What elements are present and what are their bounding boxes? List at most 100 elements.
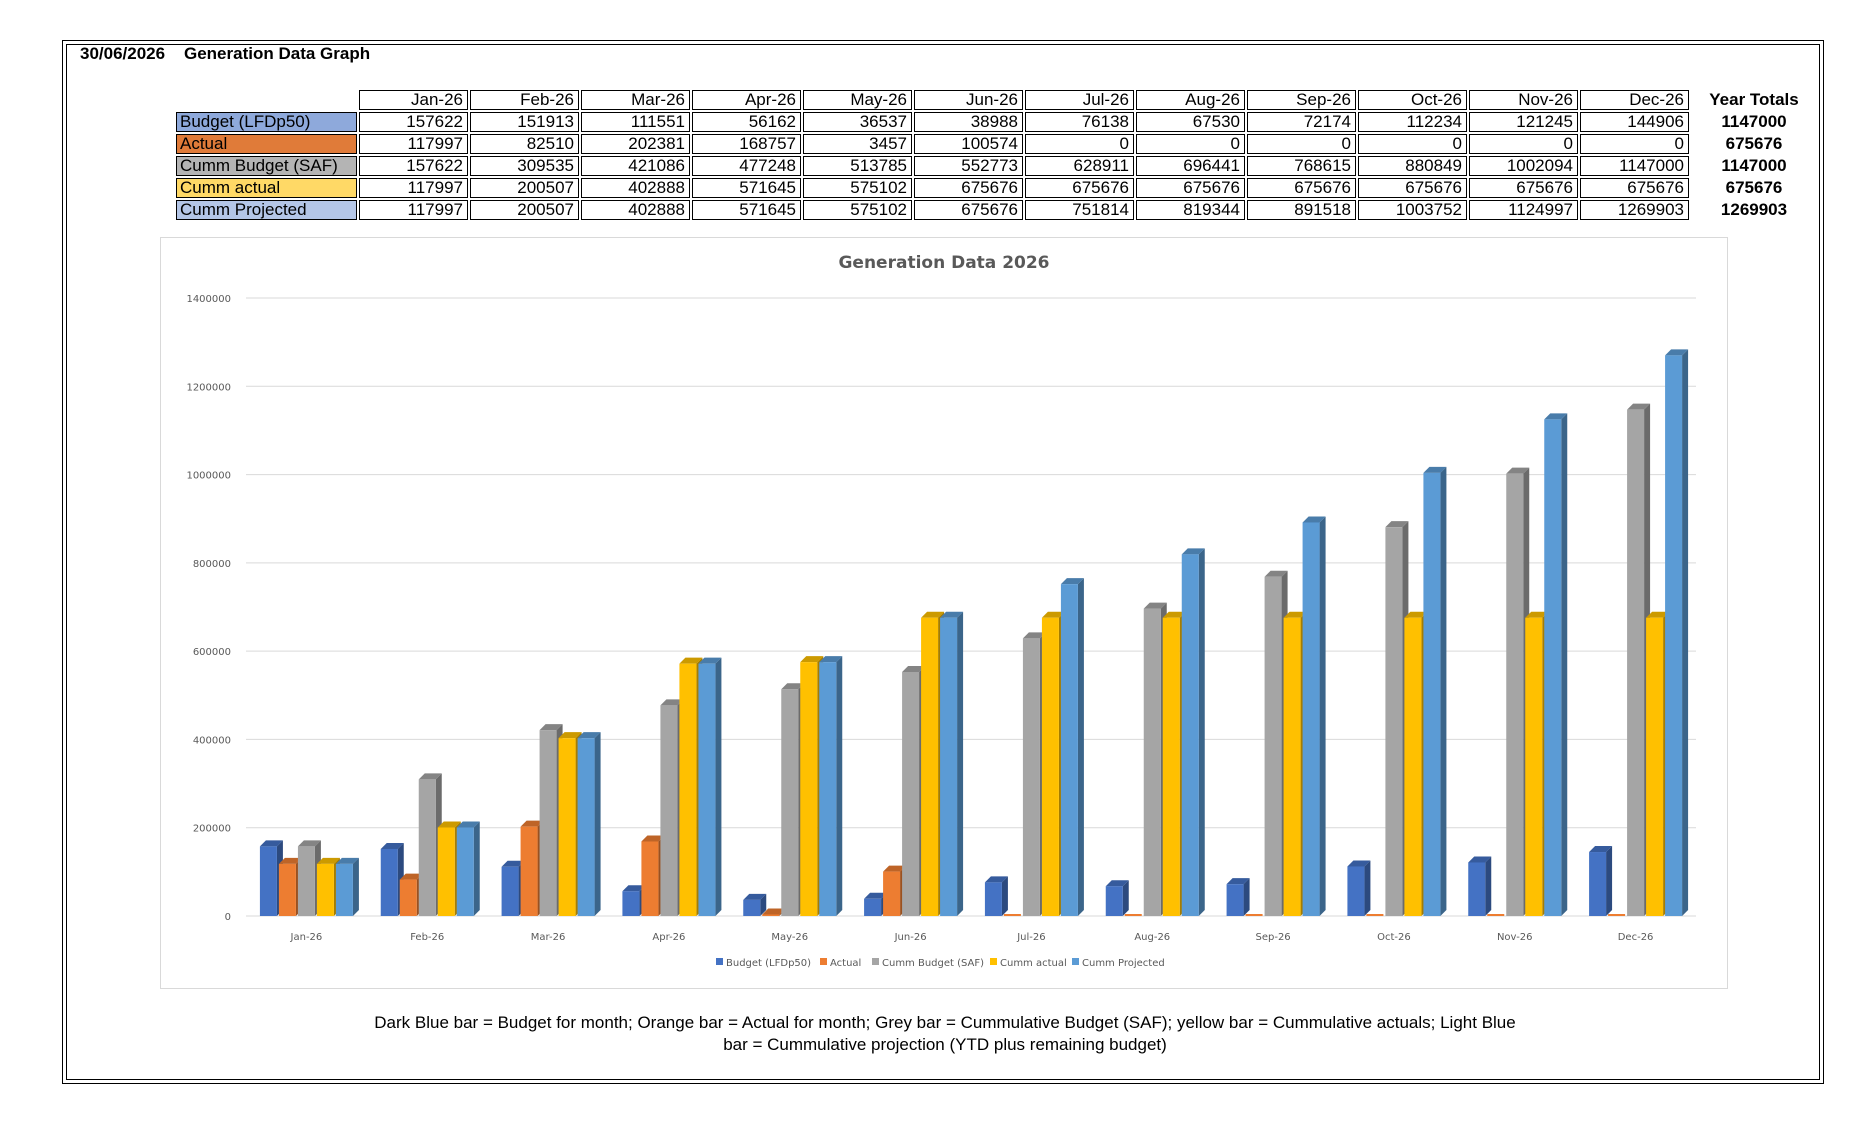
table-cell: 168757 <box>692 134 801 154</box>
bar <box>380 848 398 916</box>
table-row: Cumm actual 117997 200507 402888 571645 57510… <box>176 178 1817 198</box>
bar-top <box>622 885 646 892</box>
bar-top <box>698 657 722 664</box>
bar-side <box>352 857 359 916</box>
x-tick-label: Jul-26 <box>1016 932 1045 943</box>
bar-top <box>1468 856 1492 863</box>
x-tick-label: Mar-26 <box>531 932 566 943</box>
bar-top <box>1525 611 1549 618</box>
bar <box>1506 473 1524 916</box>
bar-top <box>1181 548 1205 555</box>
table-cell: 38988 <box>914 112 1023 132</box>
bar <box>1347 866 1365 916</box>
year-total-cell: 1147000 <box>1721 156 1787 175</box>
bar-top <box>335 857 359 864</box>
month-header: Feb-26 <box>470 90 579 110</box>
table-cell: 3457 <box>803 134 912 154</box>
table-cell: 56162 <box>692 112 801 132</box>
table-cell: 157622 <box>359 112 468 132</box>
bar-top <box>1041 611 1065 618</box>
chart-title: Generation Data 2026 <box>838 253 1049 273</box>
x-tick-label: Oct-26 <box>1377 932 1411 943</box>
table-cell: 112234 <box>1358 112 1467 132</box>
y-tick-label: 400000 <box>193 735 231 746</box>
bar <box>660 705 678 916</box>
bar-top <box>800 656 824 663</box>
bar <box>679 663 697 916</box>
table-cell: 675676 <box>914 178 1023 198</box>
row-label: Cumm actual <box>176 178 357 198</box>
legend-label: Actual <box>830 958 861 969</box>
bar <box>940 617 958 916</box>
legend-swatch <box>872 958 879 965</box>
year-total-cell: 675676 <box>1725 178 1783 197</box>
month-header: May-26 <box>803 90 912 110</box>
bar <box>437 827 455 916</box>
bar-side <box>1198 548 1205 916</box>
y-tick-label: 200000 <box>193 824 231 835</box>
legend-label: Cumm Budget (SAF) <box>882 958 984 969</box>
table-cell: 575102 <box>803 200 912 220</box>
bar-top <box>1646 611 1670 618</box>
bar-top <box>781 683 805 690</box>
bar <box>1487 914 1505 916</box>
chart-area: Generation Data 2026 0 200000 400000 600000 8… <box>160 237 1728 989</box>
table-cell: 309535 <box>470 156 579 176</box>
bar <box>743 899 761 916</box>
table-cell: 628911 <box>1025 156 1134 176</box>
bar-top <box>1404 611 1428 618</box>
bar <box>1423 472 1441 916</box>
bar <box>1226 884 1244 916</box>
bar-side <box>594 732 601 916</box>
bar <box>418 779 436 916</box>
bar <box>1589 852 1607 916</box>
table-cell: 675676 <box>1580 178 1689 198</box>
legend-swatch <box>820 958 827 965</box>
table-cell: 100574 <box>914 134 1023 154</box>
month-header: Jul-26 <box>1025 90 1134 110</box>
bar-side <box>1243 878 1250 916</box>
table-cell: 819344 <box>1136 200 1245 220</box>
bar-top <box>520 820 544 827</box>
table-cell: 675676 <box>914 200 1023 220</box>
bar-top <box>1226 878 1250 885</box>
bar <box>921 617 939 916</box>
bar <box>1003 914 1021 916</box>
bar <box>1264 576 1282 916</box>
x-tick-label: Jan-26 <box>290 932 323 943</box>
bar <box>501 866 519 916</box>
bar-top <box>984 876 1008 883</box>
x-tick-label: Apr-26 <box>652 932 685 943</box>
table-cell: 696441 <box>1136 156 1245 176</box>
year-total-cell: 1147000 <box>1721 112 1787 131</box>
month-header: Aug-26 <box>1136 90 1245 110</box>
table-cell: 117997 <box>359 178 468 198</box>
bar-side <box>1440 466 1447 916</box>
bar-top <box>1506 467 1530 474</box>
bar <box>539 730 557 916</box>
bar <box>1468 862 1486 916</box>
bar-top <box>297 840 321 847</box>
table-corner <box>176 90 357 110</box>
table-cell: 0 <box>1469 134 1578 154</box>
bar-side <box>1364 860 1371 916</box>
table-cell: 0 <box>1358 134 1467 154</box>
bar-side <box>1001 876 1008 916</box>
bar-top <box>1544 413 1568 420</box>
x-tick-label: Aug-26 <box>1134 932 1170 943</box>
bar <box>1627 409 1645 916</box>
table-cell: 402888 <box>581 178 690 198</box>
legend-swatch <box>716 958 723 965</box>
table-cell: 36537 <box>803 112 912 132</box>
bar-side <box>715 657 722 916</box>
table-cell: 67530 <box>1136 112 1245 132</box>
bar-top <box>501 860 525 867</box>
bar-top <box>1385 521 1409 528</box>
table-cell: 157622 <box>359 156 468 176</box>
row-label: Cumm Budget (SAF) <box>176 156 357 176</box>
bar-top <box>1347 860 1371 867</box>
bar-side <box>1561 413 1568 916</box>
table-cell: 1147000 <box>1580 156 1689 176</box>
bar <box>278 863 296 916</box>
table-cell: 675676 <box>1025 178 1134 198</box>
